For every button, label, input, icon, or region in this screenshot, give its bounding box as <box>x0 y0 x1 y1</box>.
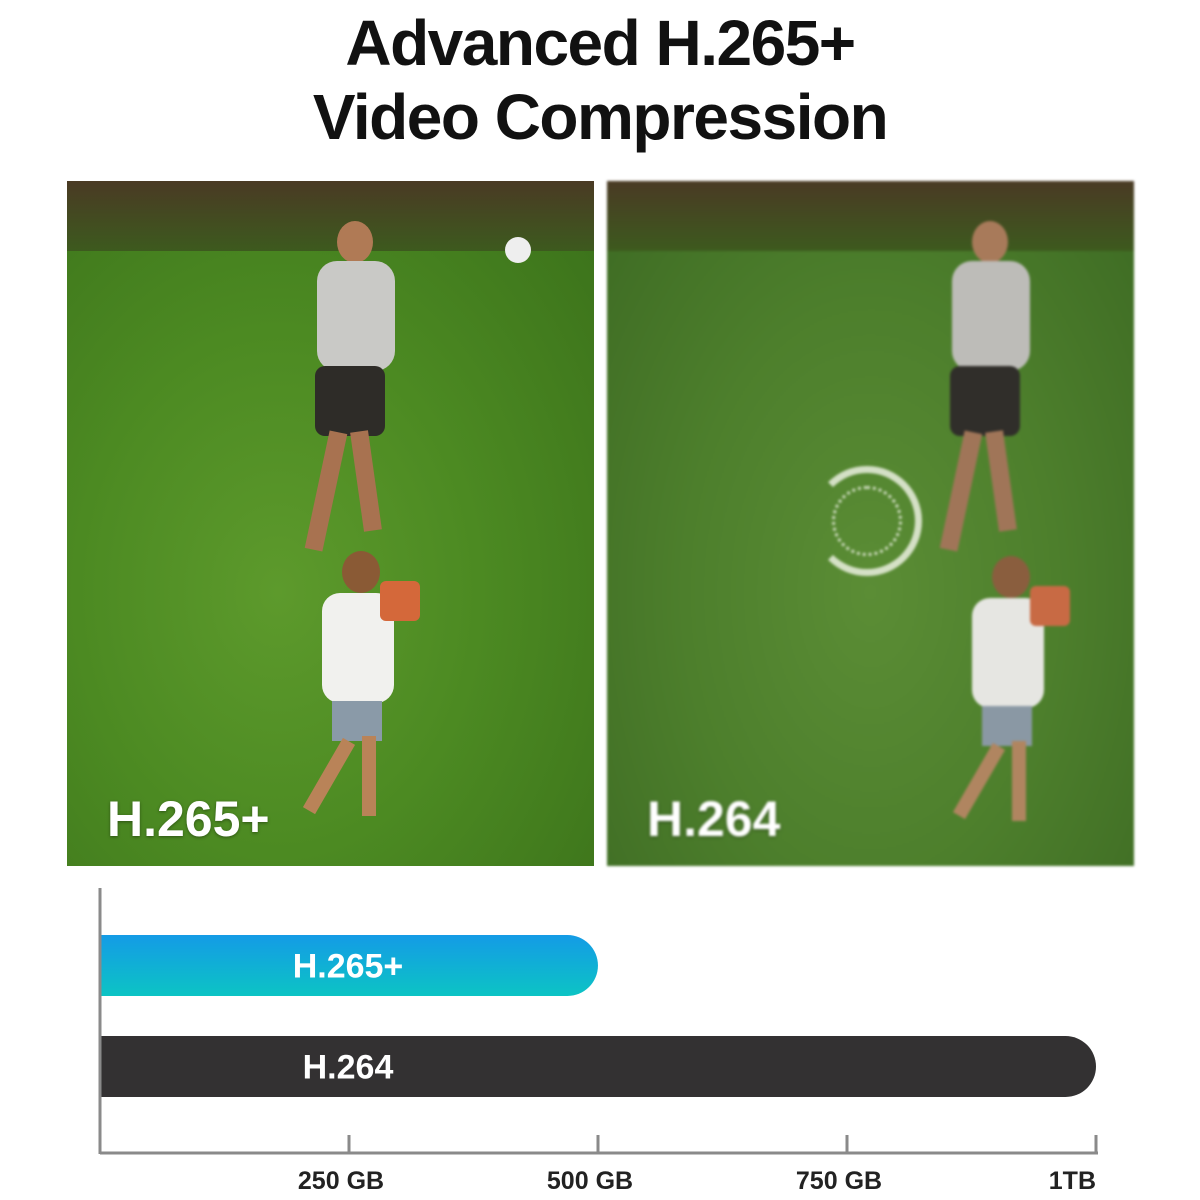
x-tick-label: 500 GB <box>547 1167 633 1195</box>
bar-h265 <box>100 935 598 996</box>
title-line-1: Advanced H.265+ <box>345 7 856 79</box>
page-title: Advanced H.265+ Video Compression <box>0 6 1200 154</box>
x-tick-label: 250 GB <box>298 1167 384 1195</box>
loading-spinner-icon <box>812 466 922 576</box>
bar-label: H.265+ <box>293 948 404 986</box>
ball <box>505 237 531 263</box>
x-tick-label: 750 GB <box>796 1167 882 1195</box>
storage-bar-chart: H.265+ H.264 250 GB 500 GB 750 GB 1TB <box>98 888 1098 1195</box>
loading-dots-icon <box>832 486 902 556</box>
background-trees <box>607 181 1134 251</box>
h264-label: H.264 <box>647 791 781 847</box>
h265-label: H.265+ <box>107 791 270 847</box>
h264-photo: H.264 <box>607 181 1134 866</box>
bar-label: H.264 <box>303 1049 394 1087</box>
background-trees <box>67 181 594 251</box>
bar-h264 <box>100 1036 1096 1097</box>
x-tick-label: 1TB <box>1049 1167 1096 1195</box>
title-line-2: Video Compression <box>312 81 889 153</box>
h265-photo: H.265+ <box>67 181 594 866</box>
